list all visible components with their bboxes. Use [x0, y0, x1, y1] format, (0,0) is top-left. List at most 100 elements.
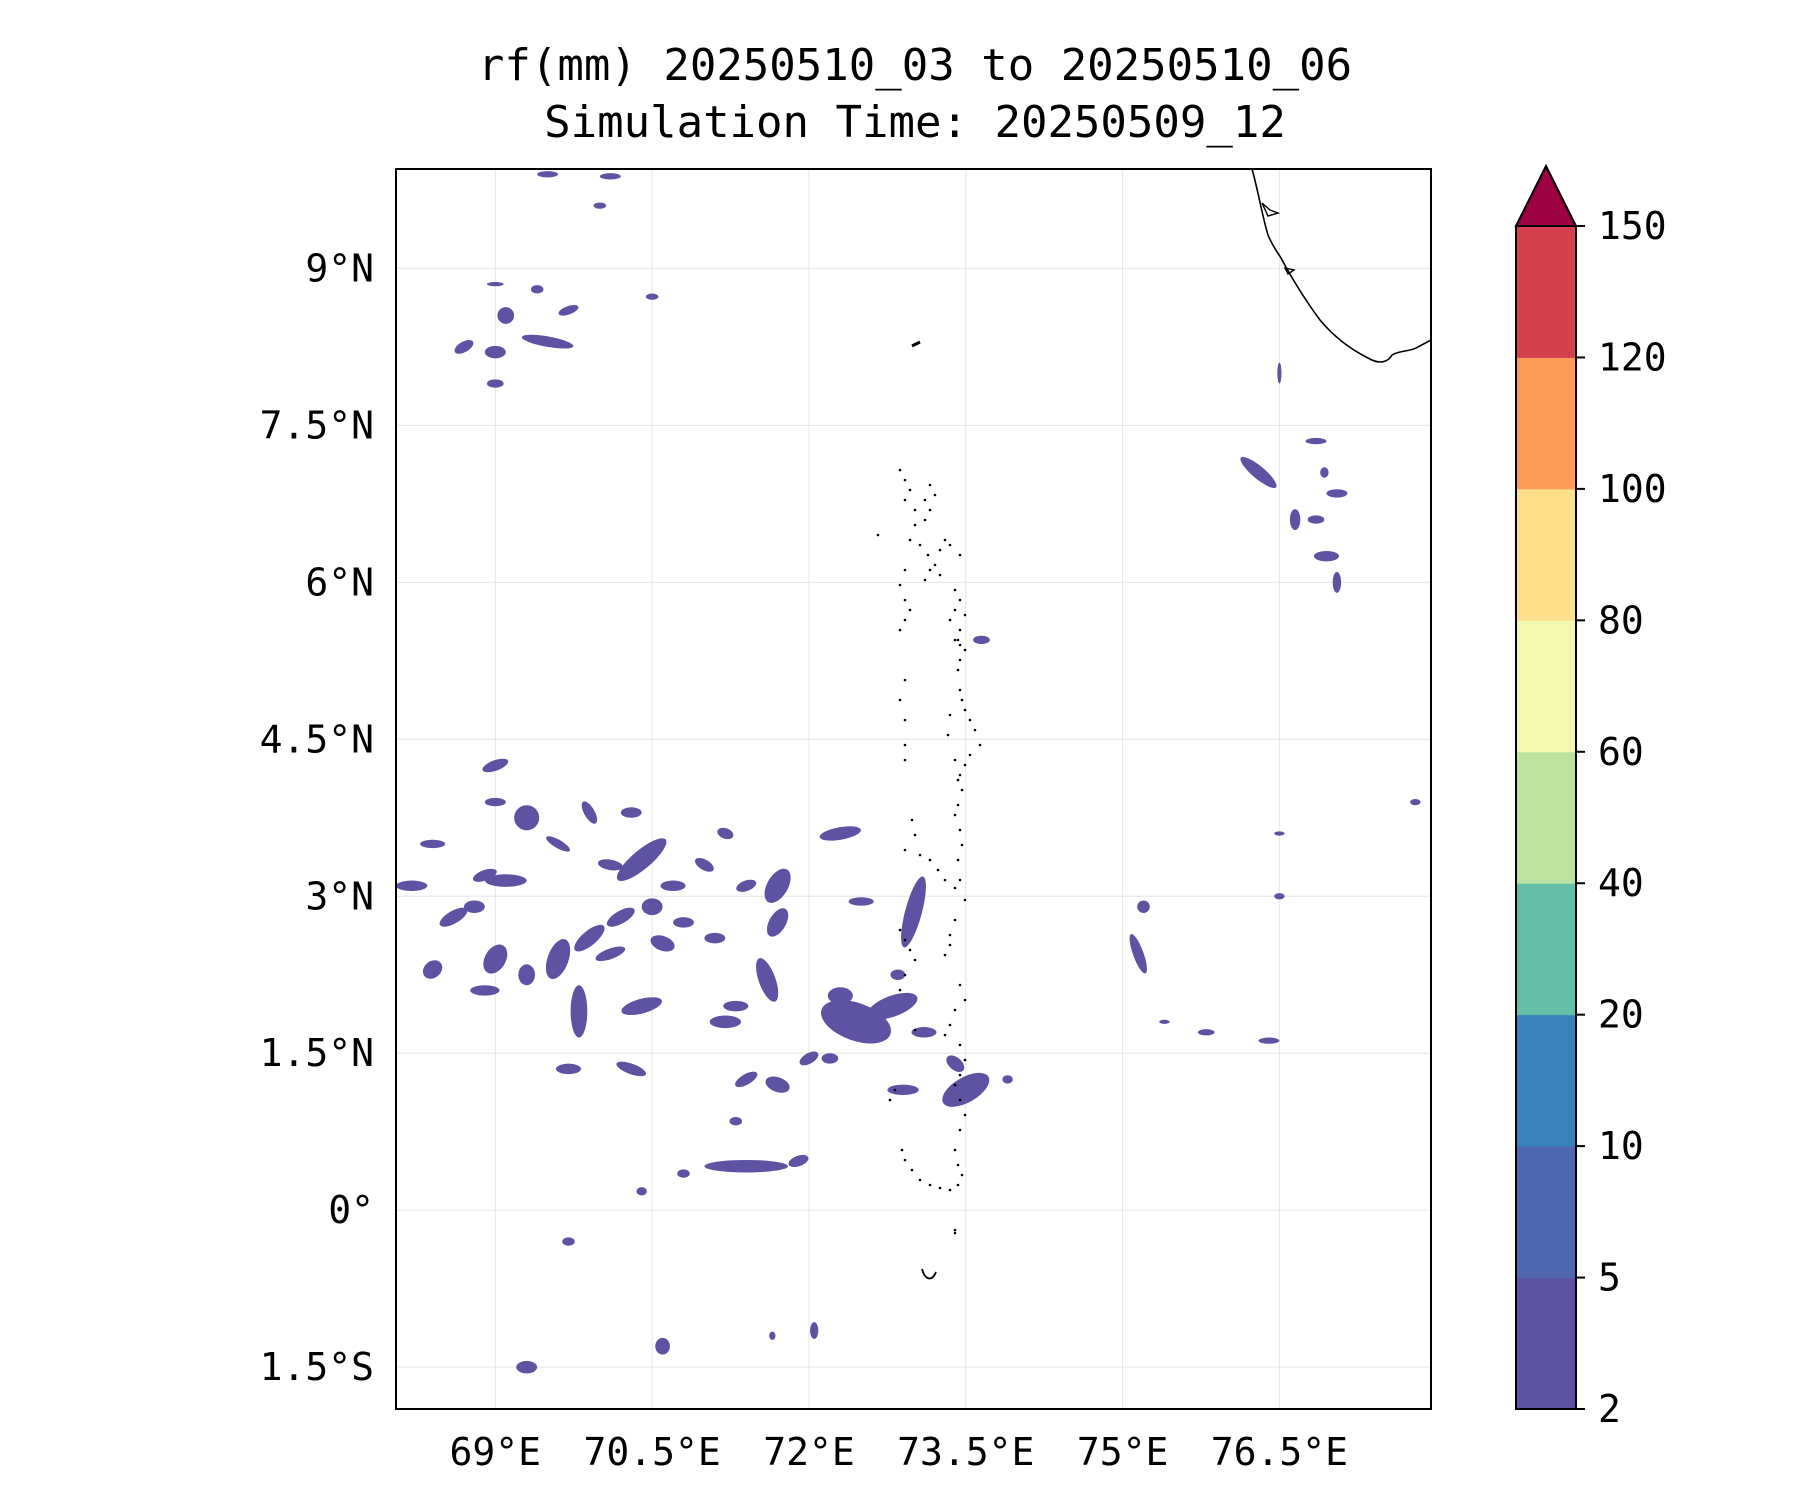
rain-cell-50	[887, 1084, 919, 1096]
atoll-dot-22	[903, 618, 907, 622]
rain-cell-28	[756, 958, 779, 1002]
atoll-dot-66	[963, 1058, 967, 1062]
rain-cell-68	[593, 202, 607, 209]
atoll-dot-52	[948, 943, 952, 947]
atoll-dot-54	[898, 928, 902, 932]
rain-cell-72	[1307, 515, 1325, 524]
rain-cell-38	[677, 1169, 690, 1178]
colorbar-label-6: 80	[1598, 598, 1644, 642]
colorbar-label-3: 20	[1598, 993, 1644, 1037]
rain-cell-88	[655, 1337, 670, 1355]
map-title: rf(mm) 20250510_03 to 20250510_06	[477, 40, 1353, 91]
rain-cell-93	[821, 1053, 839, 1064]
atoll-dot-89	[910, 818, 914, 822]
rain-cell-4	[546, 836, 571, 852]
atoll-dot-10	[913, 523, 917, 527]
rain-cell-65	[486, 282, 504, 287]
atoll-dot-107	[953, 758, 957, 762]
atoll-dot-62	[953, 1008, 957, 1012]
atoll-dot-86	[903, 718, 907, 722]
rain-cell-20	[597, 859, 623, 871]
atoll-dot-18	[903, 568, 907, 572]
colorbar-label-7: 100	[1598, 467, 1667, 511]
atoll-dot-35	[963, 708, 967, 712]
lat-tick-label-3: 4.5°N	[260, 717, 374, 761]
rain-cell-30	[723, 1000, 749, 1012]
rain-cell-11	[574, 924, 605, 952]
atoll-dot-87	[903, 743, 907, 747]
rain-cell-57	[620, 807, 642, 818]
atoll-dot-63	[948, 1023, 952, 1027]
rain-cell-90	[810, 1322, 819, 1339]
colorbar-segment-4	[1516, 751, 1576, 884]
rain-cell-26	[764, 868, 791, 903]
rain-cell-62	[486, 379, 504, 388]
rain-cell-10	[545, 939, 571, 980]
rain-cell-17	[555, 1063, 582, 1075]
atoll-dot-24	[953, 588, 957, 592]
rain-cell-94	[729, 1117, 743, 1126]
atoll-dot-25	[958, 598, 962, 602]
lat-tick-label-1: 7.5°N	[260, 403, 374, 447]
atoll-dot-36	[968, 718, 972, 722]
rain-cell-18	[616, 838, 667, 882]
lat-tick-label-5: 1.5°N	[260, 1031, 374, 1075]
lon-tick-label-2: 72°E	[763, 1430, 855, 1474]
atoll-dot-20	[903, 598, 907, 602]
atoll-dot-61	[963, 998, 967, 1002]
atoll-dot-57	[913, 958, 917, 962]
rain-cell-59	[484, 345, 506, 359]
atoll-dot-38	[978, 743, 982, 747]
rain-cell-63	[558, 304, 579, 316]
atoll-dot-33	[958, 688, 962, 692]
atoll-dot-94	[936, 868, 940, 872]
atoll-dot-11	[908, 538, 912, 542]
rain-cell-78	[1277, 362, 1282, 384]
atoll-dot-73	[956, 1163, 960, 1167]
rain-cell-55	[514, 805, 540, 831]
rain-cell-81	[1258, 1037, 1280, 1044]
rain-cell-29	[709, 1015, 741, 1029]
atoll-dot-59	[898, 988, 902, 992]
rain-cell-1	[396, 880, 428, 892]
rain-cell-53	[482, 758, 509, 773]
rain-cell-13	[595, 946, 626, 962]
rain-cell-16	[616, 1061, 647, 1077]
atoll-dot-50	[953, 918, 957, 922]
atoll-dot-79	[918, 1178, 922, 1182]
rain-cell-91	[769, 1331, 776, 1340]
rain-cell-27	[766, 908, 789, 937]
rain-cell-42	[867, 992, 918, 1020]
atoll-dot-42	[960, 788, 964, 792]
rain-cell-85	[1274, 831, 1285, 836]
atoll-dot-48	[958, 878, 962, 882]
atoll-dot-4	[913, 508, 917, 512]
atoll-dot-98	[953, 638, 957, 642]
atoll-dot-109	[888, 1098, 892, 1102]
rain-cell-47	[848, 897, 874, 906]
atoll-dot-102	[948, 543, 952, 547]
atoll-dot-21	[908, 608, 912, 612]
atoll-dot-80	[910, 1168, 914, 1172]
atoll-dot-112	[953, 1231, 957, 1235]
coast-inlet	[1261, 202, 1281, 217]
atoll-dot-40	[963, 763, 967, 767]
atoll-dot-75	[956, 1183, 960, 1187]
atoll-dot-5	[923, 498, 927, 502]
rain-cell-92	[1410, 798, 1421, 806]
rain-cell-33	[735, 1071, 758, 1088]
atoll-dot-96	[953, 886, 957, 890]
rain-cell-43	[827, 987, 853, 1005]
lat-tick-label-7: 1.5°S	[260, 1345, 374, 1389]
atoll-dot-13	[926, 553, 930, 557]
atoll-dot-95	[943, 878, 947, 882]
rain-cell-15	[621, 997, 662, 1016]
atoll-dot-26	[953, 608, 957, 612]
atoll-dot-56	[908, 948, 912, 952]
rain-cell-32	[717, 827, 734, 840]
atoll-dot-32	[956, 668, 960, 672]
rain-cell-45	[890, 969, 906, 980]
atoll-dot-53	[943, 953, 947, 957]
rain-cell-22	[650, 935, 675, 952]
